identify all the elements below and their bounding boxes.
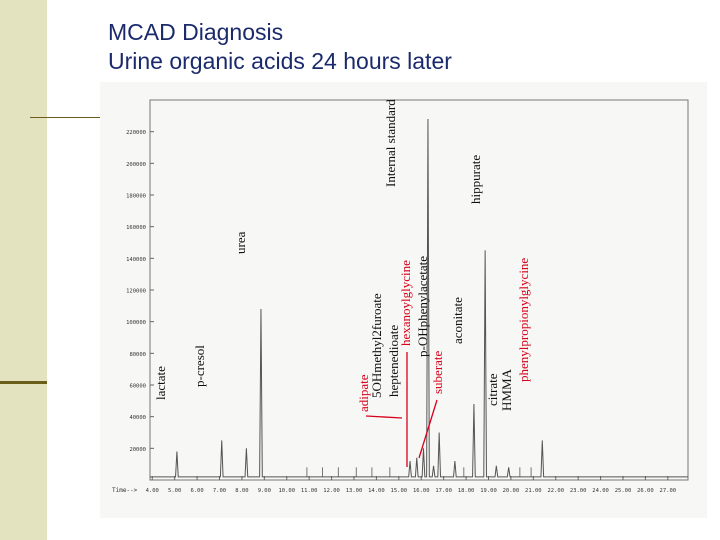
x-tick-label: 18.00 bbox=[458, 488, 475, 494]
peak-label: aconitate bbox=[450, 297, 465, 344]
peak-label: phenylpropionylglycine bbox=[516, 258, 531, 382]
peak-label: hexanoylglycine bbox=[398, 260, 413, 346]
annotation-arrow bbox=[418, 399, 438, 459]
annotation-arrow bbox=[365, 415, 403, 419]
x-tick-label: 15.00 bbox=[391, 488, 408, 494]
x-tick-label: 7.00 bbox=[213, 488, 226, 494]
x-tick-label: 6.00 bbox=[190, 488, 203, 494]
chromatogram-panel: 20000 40000 60000 80000 100000 120000 140000 16… bbox=[100, 82, 707, 518]
x-tick-label: 26.00 bbox=[637, 488, 654, 494]
y-tick-label: 200000 bbox=[126, 162, 146, 168]
title-line-2: Urine organic acids 24 hours later bbox=[108, 48, 452, 74]
peak-label: lactate bbox=[153, 366, 168, 400]
peak-label: adipate bbox=[356, 374, 371, 412]
x-tick-label: 19.00 bbox=[480, 488, 497, 494]
x-tick-label: 14.00 bbox=[368, 488, 385, 494]
slide-sidebar bbox=[0, 0, 47, 540]
x-tick-label: 12.00 bbox=[323, 488, 340, 494]
slide-title: MCAD Diagnosis Urine organic acids 24 ho… bbox=[108, 18, 452, 76]
y-tick-label: 120000 bbox=[126, 289, 146, 295]
y-tick-label: 40000 bbox=[129, 415, 146, 421]
peak-label: suberate bbox=[430, 350, 445, 394]
y-tick-label: 220000 bbox=[126, 130, 146, 136]
x-tick-label: 20.00 bbox=[503, 488, 520, 494]
peak-label: Internal standard bbox=[383, 99, 398, 187]
chromatogram-chart: 20000 40000 60000 80000 100000 120000 140000 16… bbox=[112, 99, 689, 494]
peak-label: citrate bbox=[485, 373, 500, 406]
x-tick-label: 9.00 bbox=[258, 488, 271, 494]
x-tick-label: 23.00 bbox=[570, 488, 587, 494]
peak-label: heptenedioate bbox=[386, 325, 401, 397]
peak-label: hippurate bbox=[468, 155, 483, 204]
x-tick-label: 10.00 bbox=[278, 488, 295, 494]
x-tick-label: 13.00 bbox=[346, 488, 363, 494]
y-tick-label: 20000 bbox=[129, 447, 146, 453]
x-tick-label: 25.00 bbox=[615, 488, 632, 494]
title-line-1: MCAD Diagnosis bbox=[108, 19, 284, 45]
y-tick-label: 60000 bbox=[129, 384, 146, 390]
peak-label: p-OHphenylacetate bbox=[415, 256, 430, 357]
y-tick-label: 180000 bbox=[126, 194, 146, 200]
x-tick-label: 16.00 bbox=[413, 488, 430, 494]
peak-label: HMMA bbox=[499, 368, 514, 411]
x-tick-label: 4.00 bbox=[146, 488, 159, 494]
peak-label: 5OHmethyl2furoate bbox=[369, 293, 384, 398]
y-tick-label: 100000 bbox=[126, 320, 146, 326]
y-tick-label: 160000 bbox=[126, 225, 146, 231]
y-tick-label: 140000 bbox=[126, 257, 146, 263]
title-divider bbox=[30, 117, 102, 118]
y-tick-label: 80000 bbox=[129, 352, 146, 358]
x-tick-label: 22.00 bbox=[547, 488, 564, 494]
x-tick-label: 5.00 bbox=[168, 488, 181, 494]
x-tick-label: 17.00 bbox=[435, 488, 452, 494]
sidebar-divider bbox=[0, 381, 47, 384]
x-tick-label: 27.00 bbox=[660, 488, 677, 494]
chromatogram-trace bbox=[150, 118, 688, 478]
peak-label: p-cresol bbox=[192, 345, 207, 387]
x-axis-prefix: Time--> bbox=[112, 487, 138, 494]
x-tick-label: 24.00 bbox=[592, 488, 609, 494]
x-tick-label: 21.00 bbox=[525, 488, 542, 494]
x-tick-label: 11.00 bbox=[301, 488, 318, 494]
peak-label: urea bbox=[233, 231, 248, 254]
x-tick-label: 8.00 bbox=[235, 488, 248, 494]
